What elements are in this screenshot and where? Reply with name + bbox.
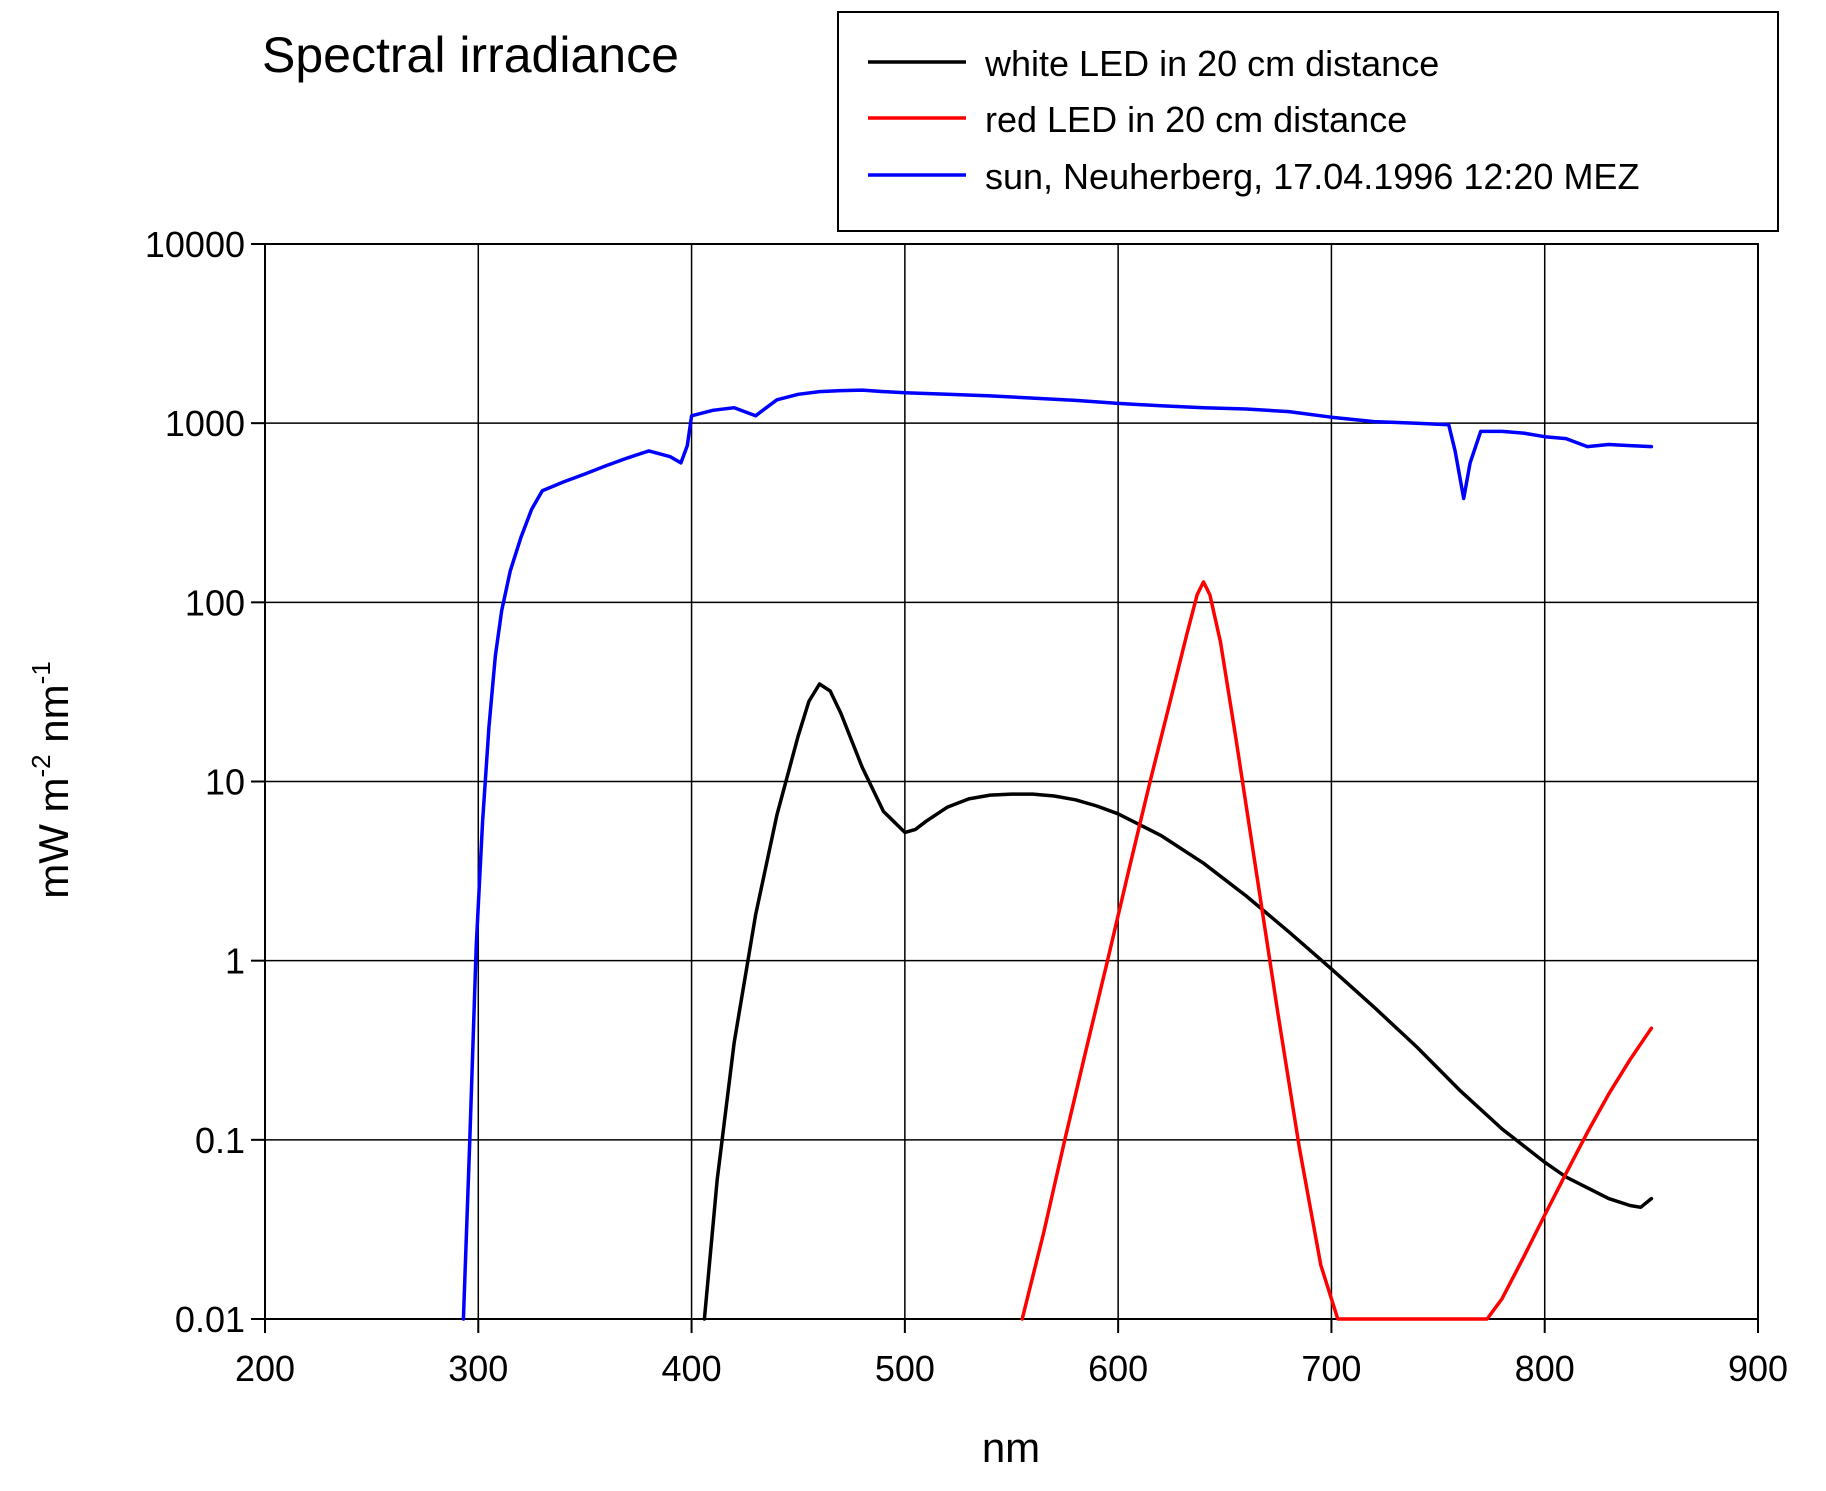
x-tick-label: 700	[1301, 1348, 1361, 1389]
legend-label-0: white LED in 20 cm distance	[984, 43, 1439, 84]
y-axis-label-mid: nm	[30, 684, 77, 754]
x-tick-label: 800	[1515, 1348, 1575, 1389]
chart-title: Spectral irradiance	[262, 27, 679, 83]
legend-label-1: red LED in 20 cm distance	[985, 99, 1407, 140]
x-tick-label: 900	[1728, 1348, 1788, 1389]
legend-label-2: sun, Neuherberg, 17.04.1996 12:20 MEZ	[985, 156, 1639, 197]
legend-box	[837, 11, 1779, 232]
grid	[265, 244, 1758, 1319]
x-axis-label: nm	[982, 1424, 1040, 1471]
series-line-1	[1020, 580, 1654, 1321]
y-tick-label: 0.1	[195, 1120, 245, 1161]
y-axis-label-exp2: -1	[26, 661, 56, 684]
x-tick-label: 200	[235, 1348, 295, 1389]
y-axis-label-base: mW m	[30, 777, 77, 898]
y-tick-label: 100	[185, 582, 245, 623]
y-axis-label-exp1: -2	[26, 754, 56, 777]
legend: white LED in 20 cm distance red LED in 20…	[837, 11, 1779, 232]
x-tick-label: 300	[448, 1348, 508, 1389]
y-tick-label: 1000	[165, 403, 245, 444]
y-tick-label: 10	[205, 762, 245, 803]
x-tick-label: 500	[875, 1348, 935, 1389]
x-tick-label: 600	[1088, 1348, 1148, 1389]
y-tick-label: 10000	[145, 224, 245, 265]
series-line-2	[461, 388, 1654, 1321]
series-lines	[461, 388, 1654, 1321]
x-tick-label: 400	[662, 1348, 722, 1389]
x-axis-tick-labels: 200 300 400 500 600 700 800 900	[235, 1348, 1788, 1389]
series-line-0	[702, 682, 1654, 1321]
y-tick-label: 0.01	[175, 1299, 245, 1340]
y-tick-label: 1	[225, 941, 245, 982]
y-axis-tick-labels: 0.01 0.1 1 10 100 1000 10000	[145, 224, 245, 1340]
axis-ticks	[251, 243, 1759, 1333]
legend-entries: white LED in 20 cm distance red LED in 20…	[868, 43, 1639, 197]
y-axis-label: mW m-2 nm-1	[26, 661, 77, 899]
